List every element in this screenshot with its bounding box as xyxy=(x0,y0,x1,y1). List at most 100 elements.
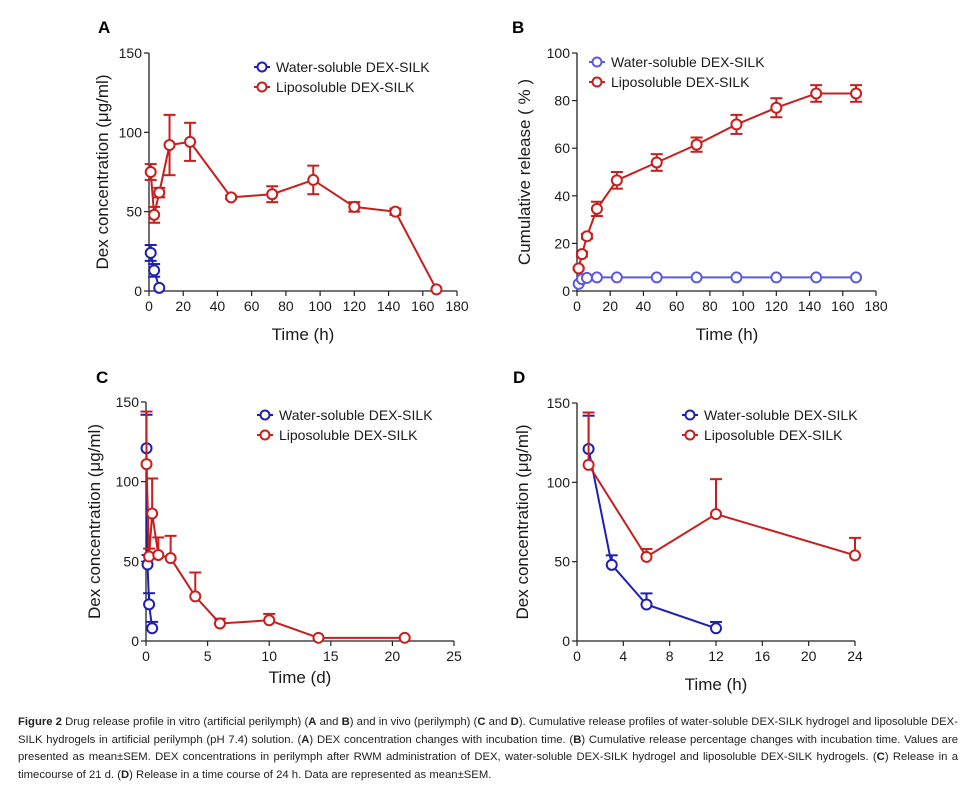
legend-label: Liposoluble DEX-SILK xyxy=(704,427,843,443)
x-tick-label: 120 xyxy=(765,298,789,314)
data-point xyxy=(184,135,197,148)
legend-label: Liposoluble DEX-SILK xyxy=(276,79,415,95)
x-tick-label: 10 xyxy=(261,648,277,664)
y-tick-label: 100 xyxy=(116,474,140,490)
series-liposoluble xyxy=(144,113,443,296)
x-tick-label: 100 xyxy=(731,298,755,314)
x-tick-label: 0 xyxy=(145,298,153,314)
caption-panel-ref: B xyxy=(341,716,350,728)
data-point xyxy=(263,614,276,627)
legend-label: Liposoluble DEX-SILK xyxy=(611,74,750,90)
legend-marker xyxy=(684,409,696,421)
data-point xyxy=(153,281,166,294)
y-tick-label: 50 xyxy=(554,554,570,570)
data-point xyxy=(730,271,743,284)
caption-text: ). Cumulative release profiles of water-… xyxy=(18,716,958,746)
x-tick-label: 40 xyxy=(210,298,226,314)
x-tick-label: 12 xyxy=(708,648,724,664)
caption-panel-ref: D xyxy=(120,768,130,781)
legend-label: Water-soluble DEX-SILK xyxy=(611,54,765,70)
caption-text: ) and in vivo (perilymph) ( xyxy=(349,716,478,728)
data-point xyxy=(810,87,823,100)
data-point xyxy=(640,598,653,611)
series-liposoluble xyxy=(140,410,411,644)
data-point xyxy=(582,458,595,471)
data-point xyxy=(189,590,202,603)
y-axis-label: Dex concentration (μg/ml) xyxy=(85,424,104,619)
panel-letter: A xyxy=(98,18,110,37)
x-tick-label: 140 xyxy=(377,298,401,314)
x-axis-label: Time (h) xyxy=(685,675,748,694)
legend-marker xyxy=(591,56,603,68)
data-point xyxy=(348,200,361,213)
x-tick-label: 5 xyxy=(204,648,212,664)
legend-label: Liposoluble DEX-SILK xyxy=(279,427,418,443)
data-point xyxy=(690,271,703,284)
y-tick-label: 50 xyxy=(123,553,139,569)
data-point xyxy=(710,622,722,635)
data-point xyxy=(770,271,783,284)
data-point xyxy=(143,598,156,611)
x-tick-label: 160 xyxy=(831,298,855,314)
series-liposoluble xyxy=(582,411,861,563)
data-point xyxy=(610,271,623,284)
x-tick-label: 120 xyxy=(343,298,367,314)
data-point xyxy=(148,208,161,221)
data-point xyxy=(650,156,663,169)
x-tick-label: 8 xyxy=(666,648,674,664)
series-water-soluble xyxy=(572,271,863,290)
legend-marker xyxy=(259,429,271,441)
caption-panel-ref: A xyxy=(308,716,317,728)
data-point xyxy=(850,87,863,100)
data-point xyxy=(153,186,166,199)
y-tick-label: 100 xyxy=(547,45,571,61)
legend-marker xyxy=(684,429,696,441)
y-tick-label: 20 xyxy=(554,235,570,251)
data-point xyxy=(710,508,722,521)
caption-panel-ref: B xyxy=(573,733,582,746)
x-tick-label: 80 xyxy=(278,298,294,314)
data-point xyxy=(770,101,783,114)
y-tick-label: 0 xyxy=(562,633,570,649)
y-tick-label: 50 xyxy=(126,204,142,220)
chart-panel-d: D 0 50 100 150 0 4 8 12 16 20 24 Time (h) Dex concent… xyxy=(513,368,863,694)
data-point xyxy=(610,174,623,187)
data-point xyxy=(572,262,585,275)
caption-panel-ref: D xyxy=(510,716,519,728)
data-point xyxy=(163,139,176,152)
y-tick-label: 0 xyxy=(562,283,570,299)
x-axis-label: Time (h) xyxy=(272,325,335,344)
data-point xyxy=(389,205,402,218)
caption-panel-ref: C xyxy=(876,751,885,763)
x-tick-label: 15 xyxy=(323,648,339,664)
x-tick-label: 160 xyxy=(411,298,435,314)
y-tick-label: 150 xyxy=(547,395,571,411)
data-point xyxy=(580,230,593,243)
series-liposoluble xyxy=(572,84,863,275)
data-point xyxy=(307,173,320,186)
y-tick-label: 60 xyxy=(554,140,570,156)
series-water-soluble xyxy=(144,243,166,294)
y-axis-label: Cumulative release ( % ) xyxy=(515,79,534,265)
caption-panel-ref: A xyxy=(301,733,310,746)
figure-caption: Figure 2 Drug release profile in vitro (… xyxy=(18,714,958,784)
series-line xyxy=(587,448,717,630)
data-point xyxy=(690,138,703,151)
series-line xyxy=(145,464,405,639)
data-point xyxy=(225,191,238,204)
y-tick-label: 150 xyxy=(116,394,140,410)
data-point xyxy=(398,631,411,644)
caption-label: Figure 2 xyxy=(18,716,62,728)
data-point xyxy=(140,458,153,471)
panel-letter: D xyxy=(513,368,525,387)
y-axis-label: Dex concentration (μg/ml) xyxy=(513,425,532,620)
caption-text: and xyxy=(316,716,342,728)
data-point xyxy=(650,271,663,284)
caption-text: Drug release profile in vitro (artificia… xyxy=(61,716,309,728)
panel-letter: C xyxy=(96,368,108,387)
x-tick-label: 140 xyxy=(798,298,822,314)
data-point xyxy=(148,264,161,277)
caption-text: ) Release in a timecourse of 21 d. ( xyxy=(18,751,958,781)
y-tick-label: 40 xyxy=(554,188,570,204)
